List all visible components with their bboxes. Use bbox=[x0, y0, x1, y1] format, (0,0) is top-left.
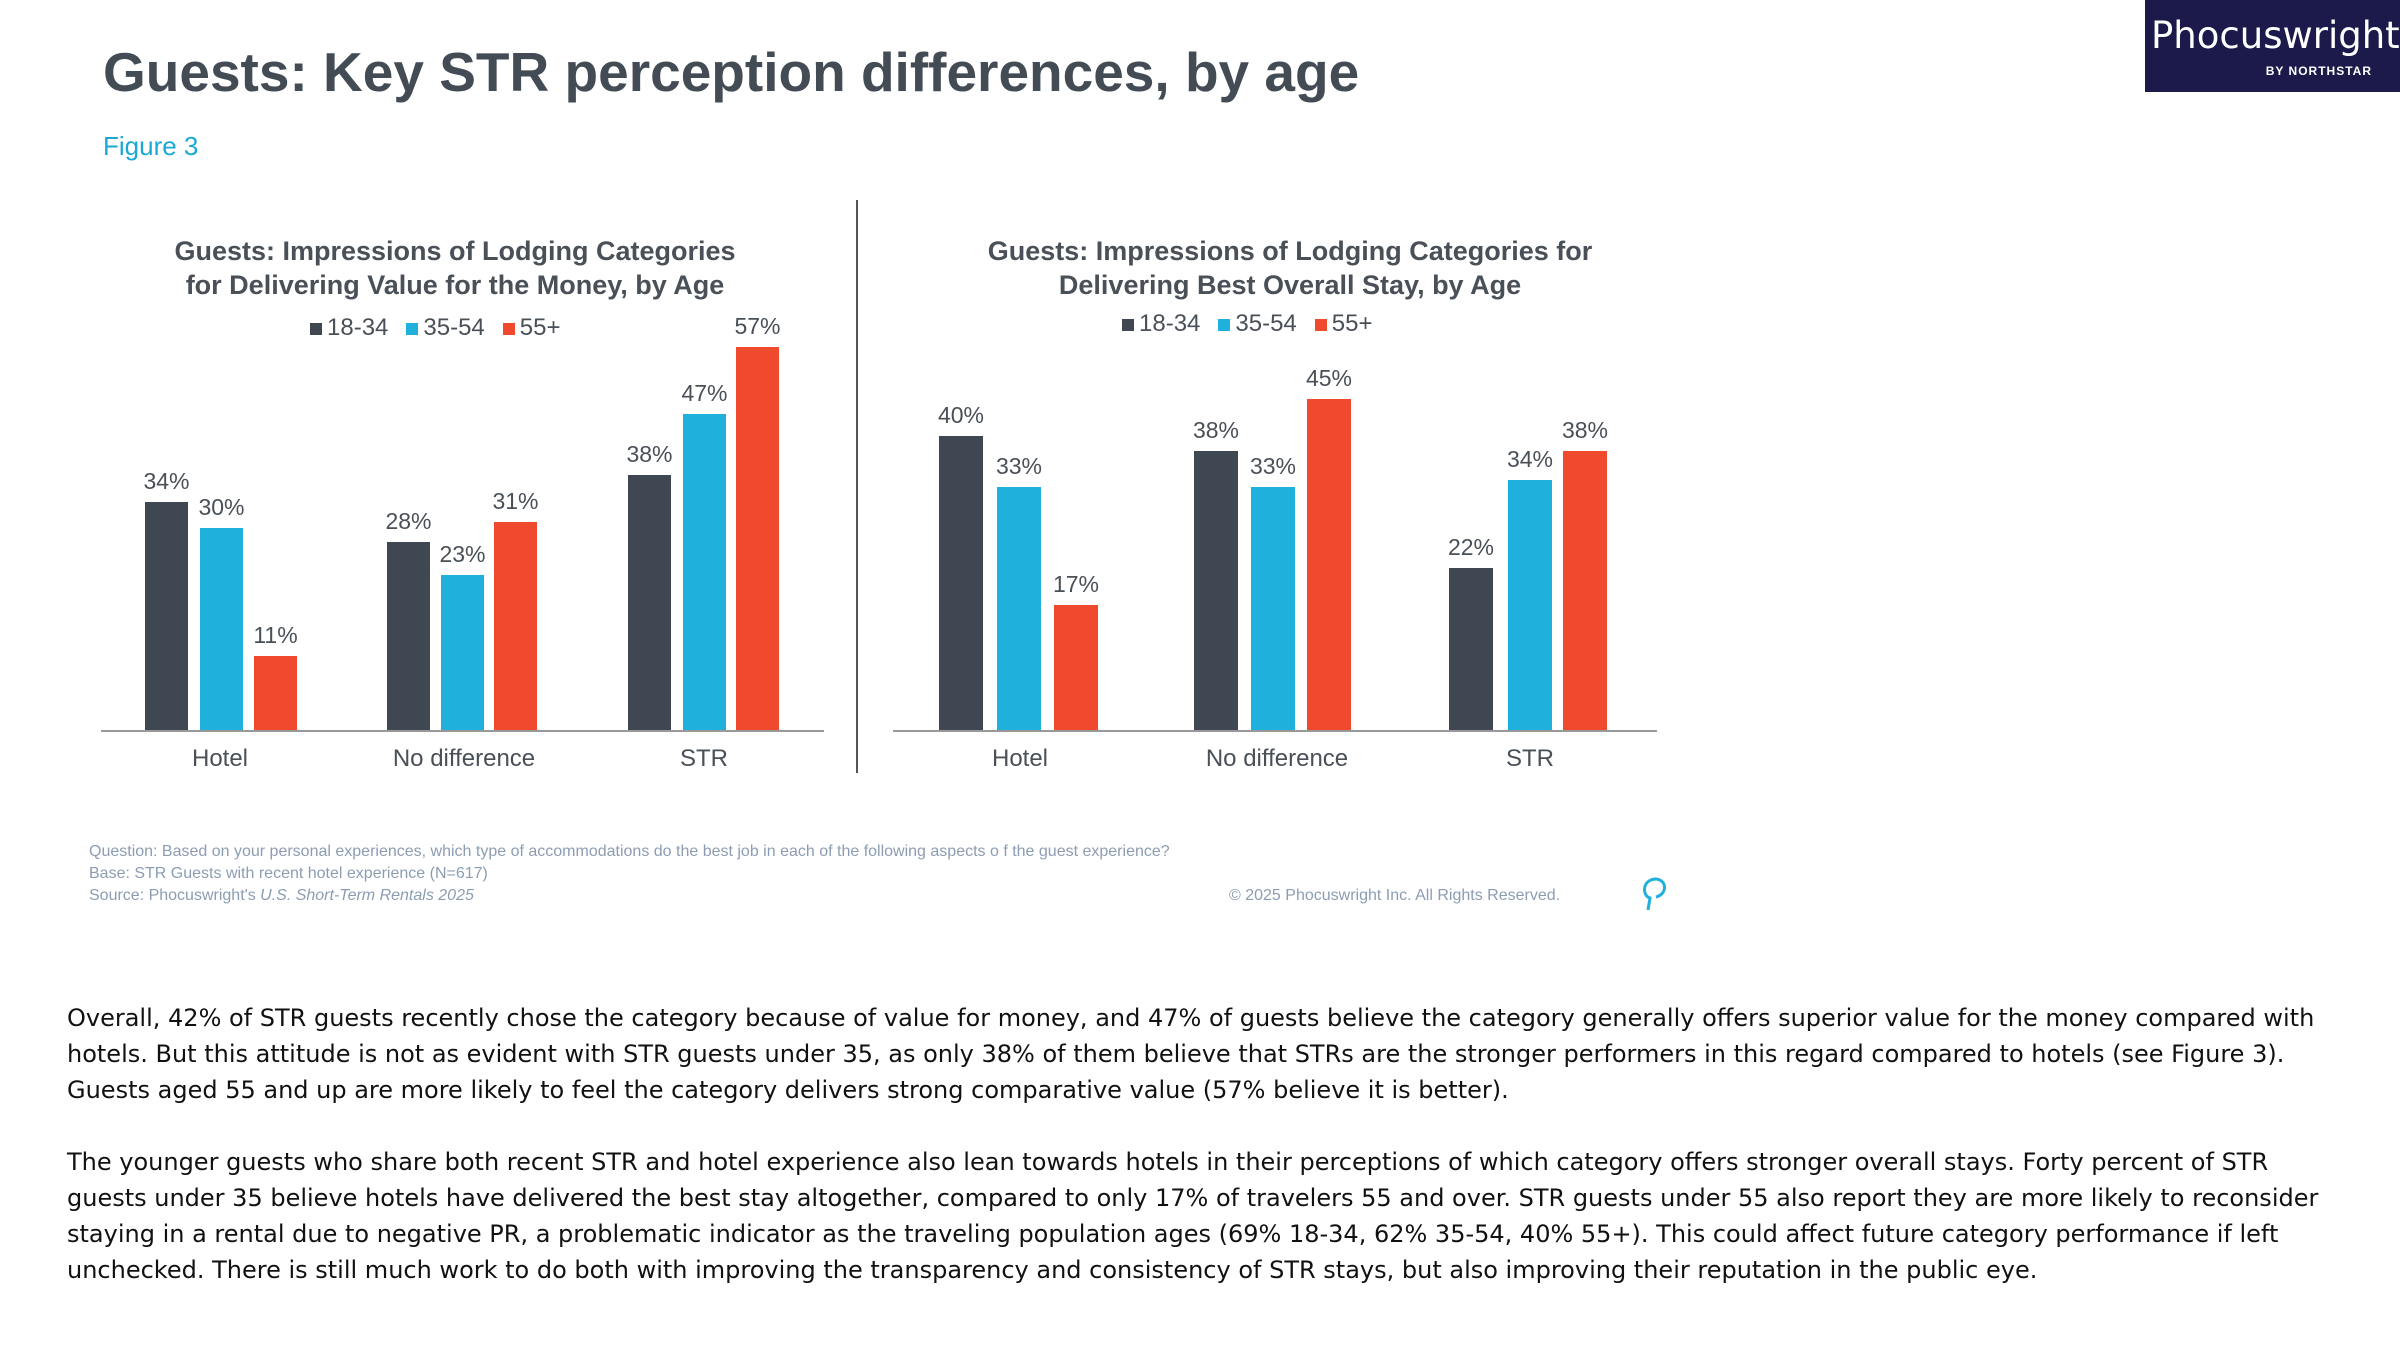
legend-swatch bbox=[406, 322, 419, 335]
legend-item: 55+ bbox=[502, 314, 561, 342]
bar-35-54-no-difference bbox=[1251, 487, 1295, 730]
data-label: 33% bbox=[995, 453, 1043, 480]
data-label: 47% bbox=[681, 380, 728, 407]
legend-item: 35-54 bbox=[1218, 310, 1297, 338]
source-title: U.S. Short-Term Rentals 2025 bbox=[260, 887, 474, 904]
data-label: 38% bbox=[626, 440, 673, 467]
bar-55+-str bbox=[1563, 450, 1607, 730]
category-label: Hotel bbox=[991, 745, 1049, 772]
data-label: 31% bbox=[492, 487, 539, 514]
chart-2-title-line2: Delivering Best Overall Stay, by Age bbox=[1058, 270, 1522, 300]
category-label: No difference bbox=[392, 745, 536, 772]
data-label: 38% bbox=[1192, 416, 1240, 443]
bar-55+-hotel bbox=[254, 656, 297, 730]
phocuswright-logo: Phocuswright BY NORTHSTAR bbox=[2145, 0, 2400, 92]
footnote-base: Base: STR Guests with recent hotel exper… bbox=[89, 865, 488, 882]
bar-35-54-str bbox=[683, 414, 726, 730]
body-paragraph-1: Overall, 42% of STR guests recently chos… bbox=[67, 1004, 2315, 1104]
figure-label: Figure 3 bbox=[103, 131, 199, 161]
data-label: 40% bbox=[937, 402, 985, 428]
body-paragraph-2: The younger guests who share both recent… bbox=[67, 1148, 2319, 1284]
footnote-question: Question: Based on your personal experie… bbox=[89, 843, 1170, 860]
bar-18-34-no-difference bbox=[1194, 450, 1238, 730]
bar-35-54-hotel bbox=[997, 487, 1041, 730]
data-label: 17% bbox=[1052, 571, 1100, 598]
page-title: Guests: Key STR perception differences, … bbox=[103, 41, 1360, 103]
data-label: 28% bbox=[385, 507, 432, 534]
legend-item: 18-34 bbox=[310, 314, 388, 342]
chart-2-title-line1: Guests: Impressions of Lodging Categorie… bbox=[987, 236, 1593, 266]
legend-item: 18-34 bbox=[1122, 310, 1200, 338]
bar-35-54-str bbox=[1508, 480, 1552, 730]
data-label: 22% bbox=[1447, 534, 1495, 561]
category-label: STR bbox=[1506, 745, 1554, 772]
phocuswright-p-icon bbox=[1643, 877, 1666, 911]
data-label: 23% bbox=[439, 541, 486, 568]
bar-55+-str bbox=[736, 346, 779, 730]
chart-2-legend: 18-34 35-54 55+ bbox=[1122, 310, 1373, 338]
x-axis-line bbox=[893, 730, 1657, 732]
legend-swatch bbox=[1218, 318, 1231, 331]
data-label: 38% bbox=[1561, 416, 1609, 443]
logo-subtext: BY NORTHSTAR bbox=[2265, 64, 2372, 78]
chart-2-title: Guests: Impressions of Lodging Categorie… bbox=[960, 234, 1620, 302]
chart-1-title-line2: for Delivering Value for the Money, by A… bbox=[185, 270, 725, 300]
data-label: 57% bbox=[734, 312, 781, 339]
legend-swatch bbox=[502, 322, 515, 335]
chart-1-title: Guests: Impressions of Lodging Categorie… bbox=[155, 234, 755, 302]
legend-label: 55+ bbox=[1331, 310, 1373, 337]
data-label: 34% bbox=[143, 467, 190, 494]
legend-swatch bbox=[1122, 318, 1134, 331]
bar-55+-hotel bbox=[1054, 605, 1098, 730]
data-label: 45% bbox=[1305, 365, 1353, 392]
legend-item: 55+ bbox=[1314, 310, 1373, 338]
category-label: STR bbox=[680, 745, 728, 772]
legend-swatch bbox=[310, 322, 322, 335]
source-prefix: Source: Phocuswright's bbox=[89, 887, 261, 904]
legend-label: 18-34 bbox=[1139, 310, 1201, 337]
chart-1-title-line1: Guests: Impressions of Lodging Categorie… bbox=[174, 236, 736, 266]
category-label: Hotel bbox=[191, 745, 249, 772]
logo-text: Phocuswright bbox=[2151, 14, 2400, 57]
bar-18-34-hotel bbox=[145, 501, 188, 730]
bar-18-34-str bbox=[1449, 568, 1493, 730]
data-label: 30% bbox=[198, 494, 245, 521]
copyright: © 2025 Phocuswright Inc. All Rights Rese… bbox=[1229, 887, 1561, 904]
legend-item: 35-54 bbox=[406, 314, 485, 342]
footnote-source: Source: Phocuswright's U.S. Short-Term R… bbox=[89, 887, 474, 905]
bar-35-54-no-difference bbox=[441, 575, 484, 730]
category-label: No difference bbox=[1205, 745, 1349, 772]
data-label: 34% bbox=[1506, 446, 1554, 473]
bar-18-34-hotel bbox=[939, 436, 983, 730]
bar-18-34-str bbox=[628, 474, 671, 730]
legend-label: 55+ bbox=[519, 314, 561, 341]
chart-divider bbox=[856, 200, 858, 773]
bar-55+-no-difference bbox=[494, 521, 537, 730]
legend-swatch bbox=[1314, 318, 1327, 331]
chart-1-legend: 18-34 35-54 55+ bbox=[310, 314, 561, 342]
bar-18-34-no-difference bbox=[387, 541, 430, 730]
bar-35-54-hotel bbox=[200, 528, 243, 730]
legend-label: 18-34 bbox=[327, 314, 389, 341]
legend-label: 35-54 bbox=[423, 314, 485, 341]
data-label: 33% bbox=[1249, 453, 1297, 480]
legend-label: 35-54 bbox=[1235, 310, 1297, 337]
x-axis-line bbox=[101, 730, 824, 732]
bar-55+-no-difference bbox=[1307, 399, 1351, 730]
data-label: 11% bbox=[253, 622, 298, 649]
